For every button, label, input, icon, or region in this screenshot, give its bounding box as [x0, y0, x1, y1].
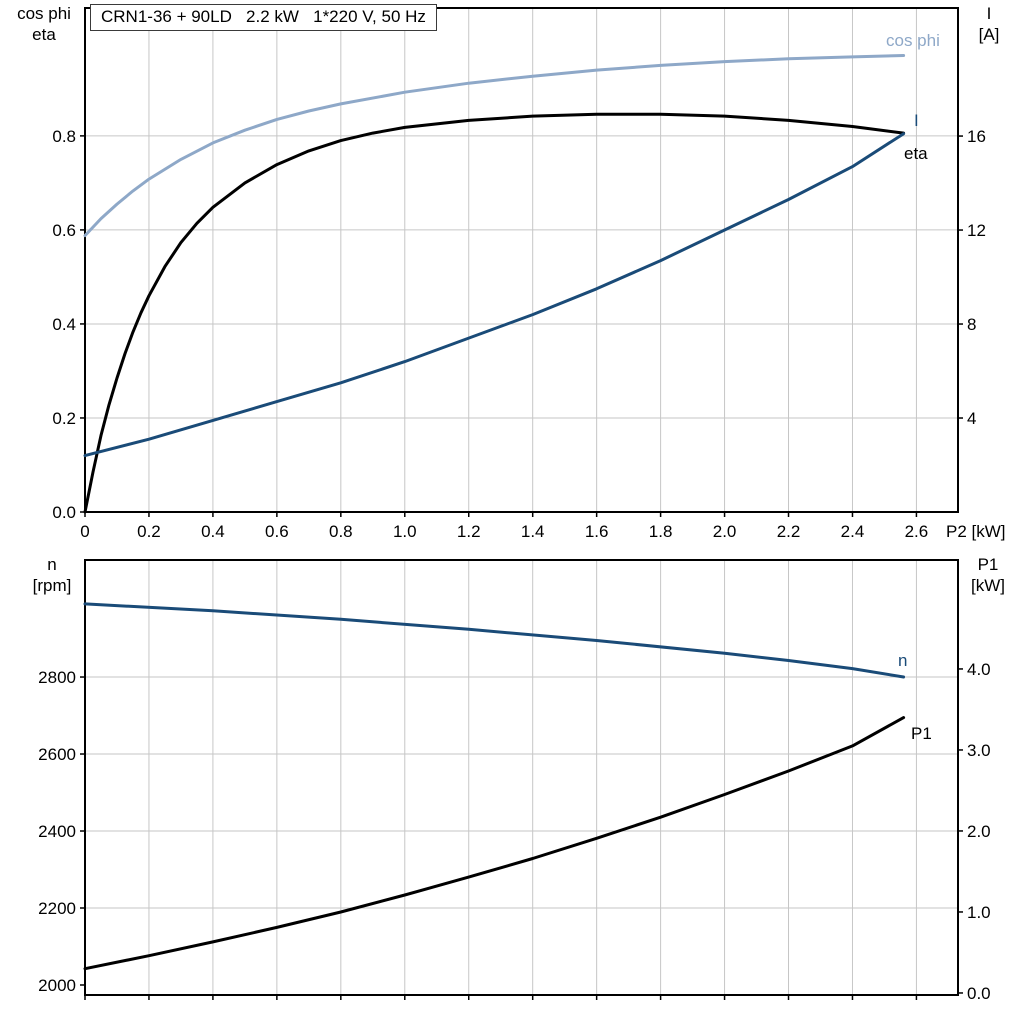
- x-tick-label: 2.2: [777, 522, 801, 541]
- chart-title-box: CRN1-36 + 90LD 2.2 kW 1*220 V, 50 Hz: [90, 4, 437, 31]
- y-right-tick-label: 0.0: [967, 984, 991, 1003]
- curve-label-p1: P1: [911, 724, 932, 743]
- curve-label-speed: n: [898, 651, 908, 670]
- y-right-tick-label: 3.0: [967, 741, 991, 760]
- x-tick-label: 0.8: [329, 522, 353, 541]
- y-left-tick-label: 2800: [38, 668, 76, 687]
- y-left-tick-label: 2400: [38, 822, 76, 841]
- curve-label-cos-phi: cos phi: [886, 31, 940, 50]
- y-right-axis-unit-kw: [kW]: [971, 576, 1005, 595]
- x-tick-label: 0.4: [201, 522, 225, 541]
- bottom-left-axis-label: n [rpm]: [16, 554, 88, 596]
- x-axis-label: P2 [kW]: [946, 522, 1006, 541]
- y-right-tick-label: 4: [967, 409, 976, 428]
- bottom-chart-canvas: 2000 2200 2400 2600 2800 0.0 1.0 2.0 3.0 4.0: [38, 559, 991, 1003]
- y-left-axis-unit-rpm: [rpm]: [32, 576, 72, 595]
- top-right-axis-label: I [A]: [964, 3, 1014, 45]
- curve-label-eta: eta: [904, 144, 928, 163]
- y-right-tick-label: 2.0: [967, 822, 991, 841]
- x-tick-label: 1.6: [585, 522, 609, 541]
- y-left-tick-label: 0.2: [52, 409, 76, 428]
- top-chart-canvas: 0 0.2 0.4 0.6 0.8 1.0 1.2 1.4 1.6 1.8 2.0 2.2 2.4 2.6…: [52, 7, 986, 541]
- y-left-tick-label: 0.4: [52, 315, 76, 334]
- curve-eta: [83, 112, 906, 514]
- x-tick-label: 0: [80, 522, 89, 541]
- y-right-tick-label: 16: [967, 127, 986, 146]
- x-tick-label: 1.2: [457, 522, 481, 541]
- x-tick-label: 0.2: [137, 522, 161, 541]
- y-left-tick-label: 0.6: [52, 221, 76, 240]
- x-tick-label: 1.0: [393, 522, 417, 541]
- y-right-tick-label: 12: [967, 221, 986, 240]
- y-left-axis-name-cosphi: cos phi: [17, 4, 71, 23]
- x-tick-label: 2.0: [713, 522, 737, 541]
- y-left-tick-label: 2600: [38, 745, 76, 764]
- curve-n: [83, 602, 906, 679]
- curve-p1: [83, 716, 906, 971]
- x-tick-label: 0.6: [265, 522, 289, 541]
- x-tick-label: 1.8: [649, 522, 673, 541]
- bottom-right-axis-label: P1 [kW]: [960, 554, 1016, 596]
- curve-cos-phi: [83, 54, 906, 238]
- y-right-tick-label: 4.0: [967, 660, 991, 679]
- curve-label-current: I: [914, 111, 919, 130]
- top-left-axis-label: cos phi eta: [6, 3, 82, 45]
- plot-frame: [84, 559, 959, 996]
- y-left-tick-label: 2200: [38, 899, 76, 918]
- curve-i: [83, 132, 906, 458]
- y-right-tick-label: 8: [967, 315, 976, 334]
- y-right-tick-label: 1.0: [967, 903, 991, 922]
- y-left-tick-label: 0.0: [52, 503, 76, 522]
- x-tick-label: 2.4: [841, 522, 865, 541]
- y-right-axis-name-current: I: [986, 4, 992, 23]
- y-left-tick-label: 0.8: [52, 127, 76, 146]
- plot-frame: [84, 7, 959, 513]
- y-left-tick-label: 2000: [38, 976, 76, 995]
- y-left-axis-name-speed: n: [47, 555, 57, 574]
- y-right-axis-name-p1: P1: [977, 555, 999, 574]
- y-left-axis-name-eta: eta: [32, 25, 56, 44]
- x-tick-label: 1.4: [521, 522, 545, 541]
- x-tick-label: 2.6: [905, 522, 929, 541]
- y-right-axis-unit-ampere: [A]: [978, 25, 1000, 44]
